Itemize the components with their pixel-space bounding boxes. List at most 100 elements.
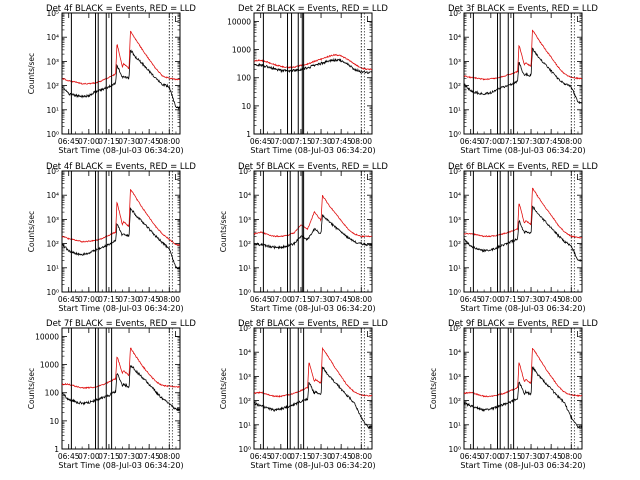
y-tick-label: 10¹ (46, 264, 59, 273)
x-axis-label: Start Time (08-Jul-03 06:34:20) (460, 146, 585, 155)
panel-3: Det 3f BLACK = Events, RED = LLD 10⁰ 10¹ 10… (448, 4, 598, 155)
y-tick-label: 10⁵ (238, 167, 251, 176)
lld-series-line (464, 348, 582, 398)
x-axis-label: Start Time (08-Jul-03 06:34:20) (58, 461, 183, 470)
y-tick-label: 10⁵ (238, 324, 251, 333)
panel-title: Det 9f BLACK = Events, RED = LLD (448, 319, 598, 329)
y-tick-label: 10⁰ (238, 445, 251, 454)
annotation-label: L (174, 330, 179, 339)
x-tick-label: 07:30 (520, 137, 542, 146)
y-tick-label: 1000 (40, 361, 59, 370)
annotation-label: L (366, 330, 371, 339)
y-tick-label: 10000 (227, 17, 251, 26)
lld-series-line (62, 30, 180, 85)
y-tick-label: 10² (448, 240, 461, 249)
events-series-line (62, 49, 180, 111)
y-tick-label: 10³ (448, 215, 461, 224)
plot-frame (253, 327, 373, 450)
y-tick-label: 10 (49, 417, 59, 426)
y-tick-label: 10⁴ (238, 348, 251, 357)
series-layer (254, 171, 372, 292)
x-tick-label: 07:00 (78, 452, 100, 461)
x-tick-label: 07:30 (118, 295, 140, 304)
lld-series-line (62, 189, 180, 246)
y-tick-label: 100 (45, 389, 60, 398)
y-axis-label: Counts/sec (27, 53, 36, 94)
panel-title: Det 6f BLACK = Events, RED = LLD (448, 162, 598, 172)
y-tick-label: 10 (241, 102, 251, 111)
x-tick-label: 07:45 (330, 295, 352, 304)
x-tick-label: 07:45 (138, 295, 160, 304)
x-tick-label: 08:00 (560, 295, 582, 304)
plot-frame (61, 170, 181, 293)
y-axis-label: Counts/sec (219, 368, 228, 409)
y-tick-label: 10³ (46, 215, 59, 224)
x-tick-label: 07:30 (520, 452, 542, 461)
x-axis-label: Start Time (08-Jul-03 06:34:20) (250, 304, 375, 313)
x-tick-label: 07:45 (138, 452, 160, 461)
x-tick-label: 07:15 (98, 137, 120, 146)
x-tick-label: 07:00 (270, 452, 292, 461)
y-axis-label: Counts/sec (429, 368, 438, 409)
panel-title: Det 8f BLACK = Events, RED = LLD (238, 319, 388, 329)
series-layer (464, 13, 582, 134)
events-series-line (254, 214, 372, 250)
annotation-label: L (366, 15, 371, 24)
panel-4: Det 4f BLACK = Events, RED = LLD 10⁰ 10¹ 10… (27, 162, 196, 313)
y-tick-label: 10⁰ (448, 130, 461, 139)
x-tick-label: 08:00 (560, 452, 582, 461)
y-tick-label: 10¹ (238, 264, 251, 273)
x-tick-label: 07:45 (540, 137, 562, 146)
x-tick-label: 07:00 (480, 452, 502, 461)
x-tick-label: 08:00 (350, 137, 372, 146)
y-tick-label: 10⁴ (448, 33, 461, 42)
y-tick-label: 10² (46, 82, 59, 91)
y-axis-label: Counts/sec (27, 368, 36, 409)
x-tick-label: 08:00 (350, 452, 372, 461)
x-tick-label: 07:45 (330, 137, 352, 146)
x-axis-label: Start Time (08-Jul-03 06:34:20) (58, 304, 183, 313)
x-tick-label: 06:45 (58, 295, 80, 304)
events-series-line (62, 364, 180, 412)
plot-frame (61, 12, 181, 135)
annotation-label: L (576, 173, 581, 182)
plot-frame (463, 327, 583, 450)
y-tick-label: 10³ (238, 215, 251, 224)
panel-5: Det 5f BLACK = Events, RED = LLD 10⁰ 10¹ 10… (219, 162, 388, 313)
x-tick-label: 06:45 (460, 137, 482, 146)
y-tick-label: 10³ (238, 372, 251, 381)
plot-frame (61, 327, 181, 450)
series-layer (62, 328, 180, 449)
x-tick-label: 07:00 (480, 295, 502, 304)
y-tick-label: 10¹ (448, 264, 461, 273)
y-tick-label: 10² (238, 397, 251, 406)
x-tick-label: 07:15 (290, 452, 312, 461)
x-tick-label: 08:00 (158, 452, 180, 461)
x-tick-label: 07:15 (500, 137, 522, 146)
x-tick-label: 07:15 (290, 137, 312, 146)
plot-frame (463, 170, 583, 293)
x-tick-label: 07:00 (270, 137, 292, 146)
events-series-line (254, 366, 372, 430)
plot-frame (253, 170, 373, 293)
y-tick-label: 1000 (232, 46, 251, 55)
x-tick-label: 07:30 (118, 137, 140, 146)
y-tick-label: 10⁴ (448, 191, 461, 200)
x-tick-label: 06:45 (250, 295, 272, 304)
series-layer (464, 171, 582, 292)
lld-series-line (62, 347, 180, 390)
x-tick-label: 08:00 (158, 295, 180, 304)
y-axis-label: Counts/sec (219, 211, 228, 252)
x-axis-label: Start Time (08-Jul-03 06:34:20) (250, 146, 375, 155)
annotation-label: L (576, 330, 581, 339)
x-tick-label: 07:15 (290, 295, 312, 304)
x-tick-label: 06:45 (58, 452, 80, 461)
x-tick-label: 07:45 (540, 295, 562, 304)
y-tick-label: 10⁵ (448, 9, 461, 18)
events-series-line (464, 205, 582, 262)
x-tick-label: 08:00 (350, 295, 372, 304)
x-tick-label: 07:45 (138, 137, 160, 146)
series-layer (62, 13, 180, 134)
y-tick-label: 10⁰ (448, 445, 461, 454)
